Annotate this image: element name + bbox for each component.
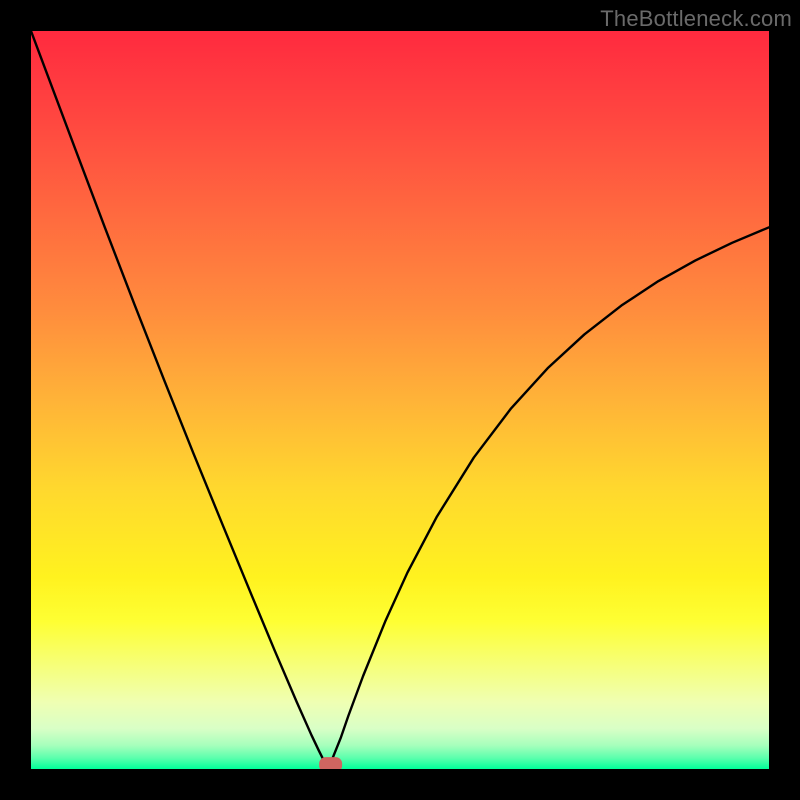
watermark-text: TheBottleneck.com [600,6,792,32]
vertex-marker [320,758,342,769]
bottleneck-chart [31,31,769,769]
gradient-background [31,31,769,769]
